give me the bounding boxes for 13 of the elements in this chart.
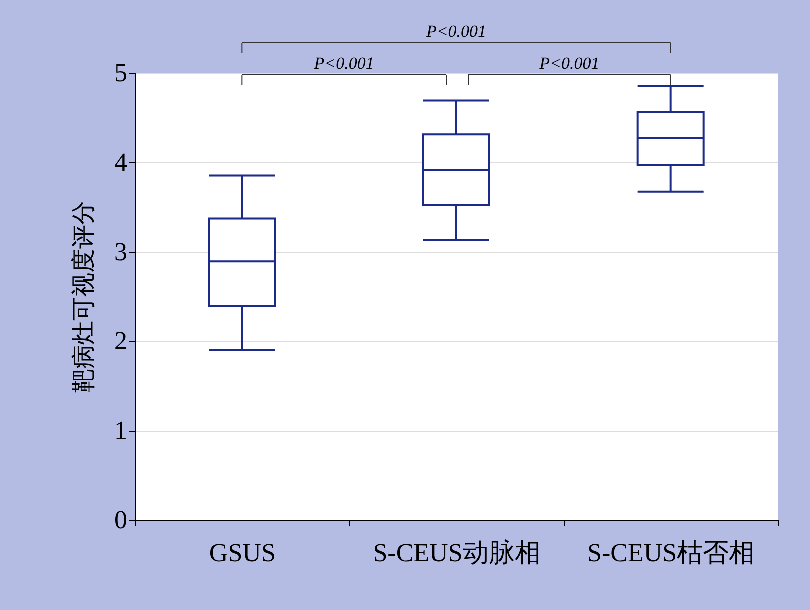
text: P<0.001 [313, 54, 374, 73]
x-tick-label: GSUS [209, 538, 276, 568]
y-tick-label: 1 [114, 416, 128, 446]
y-tick-label: 2 [114, 326, 128, 356]
y-tick-label: 0 [114, 506, 128, 534]
text: P<0.001 [538, 54, 600, 73]
y-tick-label: 3 [114, 237, 128, 266]
x-tick-label: S-CEUS枯否相 [588, 538, 756, 568]
x-tick-label: S-CEUS动脉相 [373, 538, 541, 568]
y-tick-label: 4 [114, 148, 128, 177]
y-axis-title: 靶病灶可视度评分 [70, 201, 98, 393]
y-tick-label: 5 [114, 58, 128, 88]
text: P<0.001 [425, 22, 487, 41]
